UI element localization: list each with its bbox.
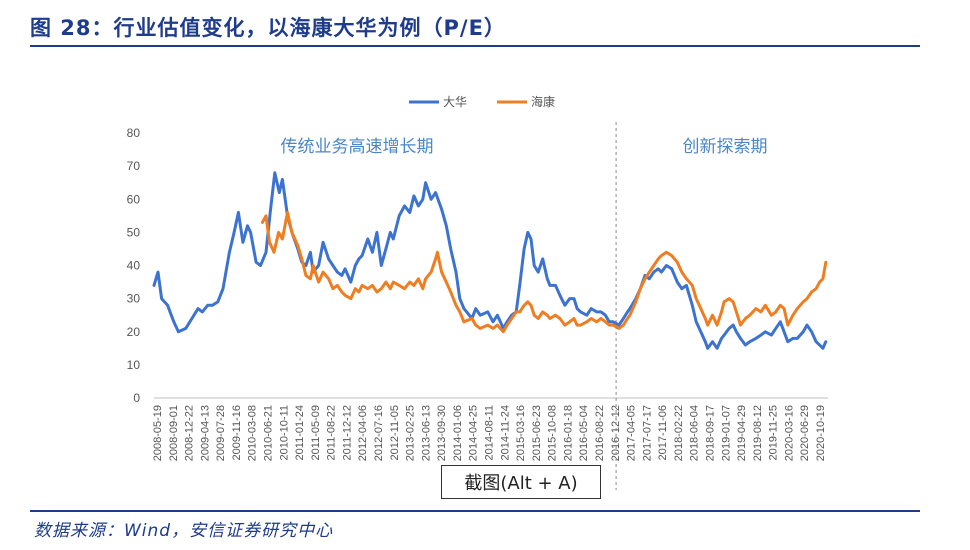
- x-tick-label: 2009-11-16: [231, 405, 243, 460]
- x-tick-label: 2012-04-06: [357, 405, 369, 461]
- x-tick-label: 2013-02-25: [405, 405, 417, 461]
- source-note: 数据来源：Wind，安信证券研究中心: [34, 521, 334, 541]
- x-tick-label: 2015-06-23: [531, 405, 543, 461]
- series-line-dahua: [152, 171, 828, 350]
- x-tick-label: 2010-10-11: [278, 405, 290, 460]
- x-axis: 2008-05-19 2008-09-01 2008-12-22 2009-04-13…: [152, 397, 828, 461]
- y-tick-label: 40: [127, 259, 141, 273]
- x-tick-label: 2011-08-22: [326, 405, 338, 460]
- legend: 大华 海康: [409, 94, 555, 109]
- x-tick-label: 2011-01-24: [294, 405, 306, 460]
- x-tick-label: 2011-12-12: [341, 405, 353, 460]
- x-tick-label: 2020-03-16: [783, 405, 795, 461]
- x-tick-label: 2012-07-16: [373, 405, 385, 461]
- x-tick-label: 2018-06-04: [689, 405, 701, 461]
- x-tick-label: 2018-02-22: [673, 405, 685, 461]
- x-tick-label: 2009-07-28: [215, 405, 227, 461]
- phase-label: 传统业务高速增长期: [281, 137, 434, 157]
- x-tick-label: 2013-09-30: [436, 405, 448, 461]
- y-tick-label: 50: [127, 225, 141, 239]
- series-layer: [152, 171, 828, 350]
- x-tick-label: 2010-06-21: [263, 405, 275, 461]
- screenshot-hint-box: 截图(Alt + A): [441, 465, 601, 499]
- figure-title: 图 28：行业估值变化，以海康大华为例（P/E）: [30, 16, 506, 40]
- y-axis: 0 10 20 30 40 50 60 70 80: [127, 126, 141, 405]
- x-tick-label: 2019-08-12: [752, 405, 764, 461]
- x-tick-label: 2017-07-17: [641, 405, 653, 461]
- x-tick-label: 2017-11-06: [657, 405, 669, 460]
- x-tick-label: 2017-04-05: [626, 405, 638, 461]
- phase-label: 创新探索期: [683, 137, 768, 157]
- x-tick-label: 2009-04-13: [199, 405, 211, 461]
- y-tick-label: 80: [127, 126, 141, 140]
- x-tick-label: 2014-08-11: [484, 405, 496, 460]
- x-tick-label: 2008-05-19: [152, 405, 164, 461]
- x-tick-label: 2016-01-18: [562, 405, 574, 461]
- x-tick-label: 2014-04-25: [468, 405, 480, 461]
- x-tick-label: 2014-01-06: [452, 405, 464, 461]
- x-tick-label: 2012-11-05: [389, 405, 401, 460]
- y-tick-label: 60: [127, 192, 141, 206]
- x-tick-label: 2016-05-04: [578, 405, 590, 461]
- x-tick-label: 2013-06-13: [420, 405, 432, 461]
- x-tick-label: 2014-11-24: [499, 405, 511, 460]
- phase-labels: 传统业务高速增长期 创新探索期: [281, 137, 768, 157]
- y-tick-label: 10: [127, 358, 141, 372]
- x-tick-label: 2018-09-17: [705, 405, 717, 461]
- source-rule: [30, 510, 920, 512]
- x-tick-label: 2020-06-29: [799, 405, 811, 461]
- title-rule: [30, 45, 920, 47]
- x-tick-label: 2016-12-12: [610, 405, 622, 461]
- y-tick-label: 0: [133, 391, 140, 405]
- x-tick-label: 2019-11-25: [768, 405, 780, 460]
- x-tick-label: 2010-03-08: [247, 405, 259, 461]
- y-tick-label: 30: [127, 292, 141, 306]
- series-line-hikvision: [260, 211, 828, 334]
- x-tick-label: 2019-01-07: [720, 405, 732, 461]
- legend-label: 大华: [443, 95, 467, 109]
- x-tick-label: 2011-05-09: [310, 405, 322, 460]
- x-tick-label: 2019-04-29: [736, 405, 748, 461]
- x-tick-label: 2016-08-22: [594, 405, 606, 461]
- y-tick-label: 20: [127, 325, 141, 339]
- x-tick-label: 2015-03-16: [515, 405, 527, 461]
- y-tick-label: 70: [127, 159, 141, 173]
- legend-label: 海康: [531, 94, 555, 109]
- x-tick-label: 2020-10-19: [815, 405, 827, 461]
- x-tick-label: 2015-10-08: [547, 405, 559, 461]
- x-tick-label: 2008-12-22: [184, 405, 196, 461]
- x-tick-label: 2008-09-01: [168, 405, 180, 461]
